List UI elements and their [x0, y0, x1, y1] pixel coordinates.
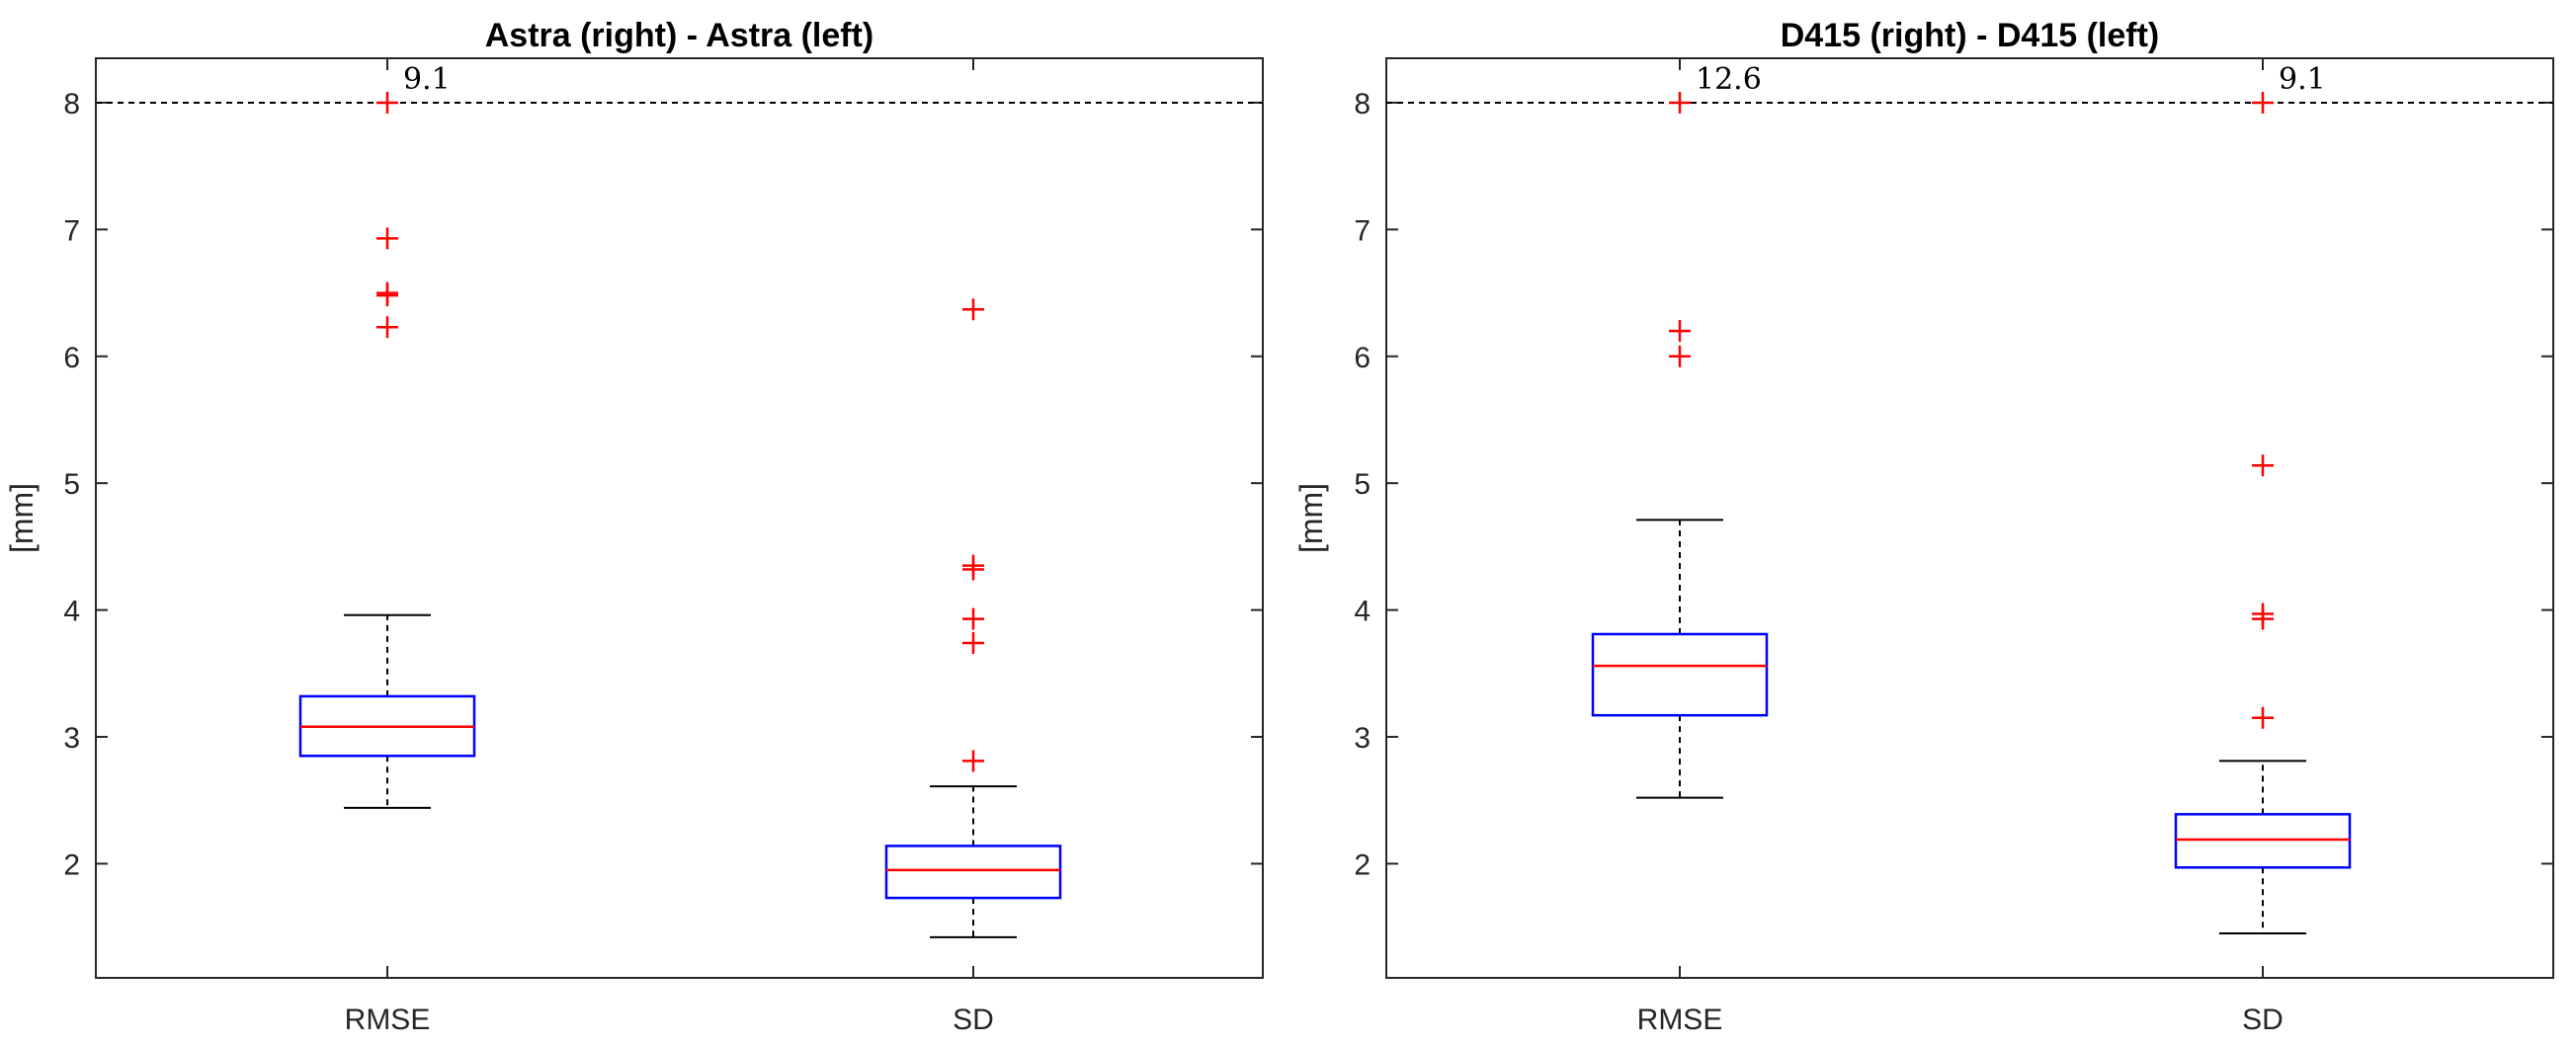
- box-rmse: 9.1: [298, 62, 476, 809]
- y-tick-label: 3: [1354, 722, 1371, 755]
- outlier-marker: [2252, 607, 2274, 630]
- y-tick-label: 6: [63, 342, 80, 374]
- outlier-marker: [1669, 320, 1691, 343]
- chart-title: D415 (right) - D415 (left): [1781, 17, 2160, 54]
- y-tick-label: 8: [63, 88, 80, 121]
- outlier-marker: [376, 91, 398, 114]
- y-tick-label: 7: [1354, 214, 1371, 247]
- outlier-marker: [376, 316, 398, 339]
- chart-title: Astra (right) - Astra (left): [485, 17, 874, 54]
- y-axis-label: [mm]: [4, 483, 40, 553]
- y-tick-label: 7: [63, 214, 80, 247]
- outlier-marker: [376, 227, 398, 250]
- outlier-marker: [962, 298, 984, 321]
- y-tick-label: 6: [1354, 342, 1371, 374]
- clipped-outlier-label: 12.6: [1696, 62, 1762, 97]
- box-sd: 9.1: [2174, 62, 2352, 935]
- y-tick-label: 3: [63, 722, 80, 755]
- box-sd: [884, 298, 1062, 938]
- chart-panel-2: D415 (right) - D415 (left) [mm] 2 3 4 5 6 7 8 RMS…: [1293, 17, 2554, 1036]
- x-tick-label: RMSE: [345, 1004, 431, 1036]
- y-tick-label: 4: [63, 596, 80, 628]
- plot-area: [1385, 57, 2554, 979]
- outlier-marker: [962, 607, 984, 630]
- outlier-marker: [1669, 91, 1691, 114]
- y-tick-label: 2: [63, 848, 80, 881]
- outlier-marker: [2252, 454, 2274, 477]
- plot-area: [95, 57, 1264, 979]
- x-tick-label: RMSE: [1637, 1004, 1723, 1036]
- chart-panel-1: Astra (right) - Astra (left) [mm] 2 3 4 5 6 7 8 R…: [4, 17, 1264, 1036]
- outlier-marker: [376, 284, 398, 307]
- outlier-marker: [2252, 91, 2274, 114]
- clipped-outlier-label: 9.1: [2279, 62, 2326, 97]
- y-tick-label: 5: [63, 468, 80, 501]
- outlier-marker: [1669, 345, 1691, 367]
- iqr-box: [1591, 632, 1769, 717]
- outlier-marker: [962, 631, 984, 654]
- x-tick-label: SD: [2242, 1004, 2284, 1036]
- outlier-marker: [2252, 706, 2274, 729]
- y-axis-label: [mm]: [1293, 483, 1329, 553]
- y-tick-label: 4: [1354, 596, 1371, 628]
- clipped-outlier-label: 9.1: [403, 62, 451, 97]
- y-tick-label: 5: [1354, 468, 1371, 501]
- outlier-marker: [962, 750, 984, 772]
- box-rmse: 12.6: [1591, 62, 1769, 799]
- y-tick-label: 8: [1354, 88, 1371, 121]
- iqr-box: [884, 845, 1062, 900]
- iqr-box: [2174, 813, 2352, 869]
- outlier-marker: [962, 558, 984, 581]
- x-tick-label: SD: [953, 1004, 994, 1036]
- y-tick-label: 2: [1354, 848, 1371, 881]
